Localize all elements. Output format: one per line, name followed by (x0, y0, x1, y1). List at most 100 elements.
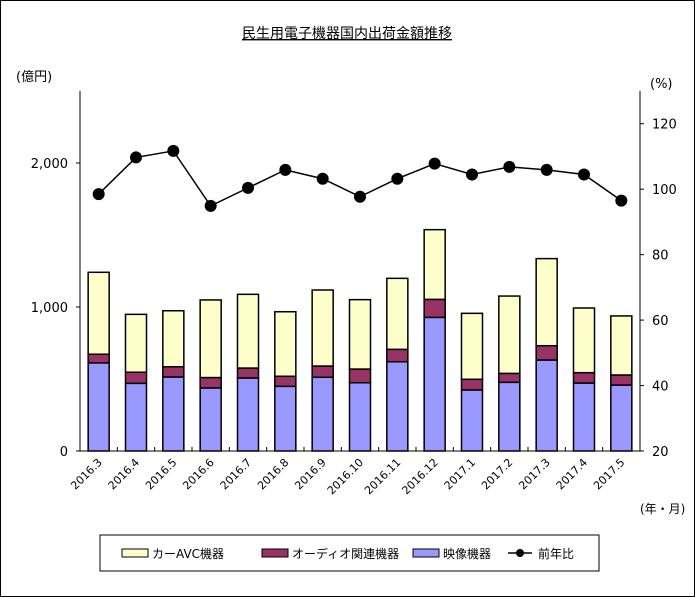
left-axis-label: (億円) (16, 69, 52, 85)
bar-audio (199, 376, 222, 389)
legend-swatch-icon (261, 548, 289, 558)
x-tick-label: 2017.5 (591, 456, 627, 492)
bar-video (498, 381, 521, 452)
bar-car-avc (87, 271, 110, 355)
legend: カーAVC機器 オーディオ関連機器 映像機器 前年比 (99, 534, 600, 572)
right-tick-label: 80 (652, 249, 669, 264)
bar-audio (535, 344, 558, 361)
bar-car-avc (311, 289, 334, 367)
yoy-point (503, 160, 516, 173)
bar-audio (423, 298, 446, 319)
bar-video (274, 385, 297, 452)
left-tick-label: 0 (60, 445, 68, 460)
bar-audio (460, 378, 484, 391)
right-tick-label: 100 (652, 183, 677, 198)
yoy-point (92, 188, 105, 201)
right-tick-label: 40 (652, 380, 669, 395)
bar-car-avc (199, 299, 222, 379)
legend-label: 前年比 (538, 546, 574, 561)
bar-audio (124, 371, 148, 385)
yoy-point (130, 151, 142, 164)
x-tick-label: 2017.1 (442, 456, 478, 492)
bar-video (460, 389, 484, 452)
x-tick-label: 2016.8 (255, 456, 291, 492)
bar-video (572, 382, 596, 452)
right-tick-label: 60 (652, 314, 669, 329)
bar-video (162, 376, 185, 452)
bar-audio (162, 366, 185, 378)
legend-label: オーディオ関連機器 (292, 546, 399, 561)
bar-car-avc (386, 277, 409, 351)
x-tick-label: 2016.3 (68, 456, 104, 492)
yoy-point (279, 163, 292, 176)
x-tick-label: 2017.4 (554, 456, 590, 492)
bar-car-avc (498, 295, 521, 375)
yoy-point (615, 194, 628, 207)
x-tick-label: 2016.10 (325, 456, 366, 497)
bar-audio (311, 365, 334, 379)
right-tick-label: 120 (652, 118, 677, 133)
x-tick-label: 2016.12 (399, 456, 440, 497)
bar-video (348, 381, 372, 452)
bar-car-avc (274, 311, 297, 378)
right-axis-label: (%) (650, 77, 673, 92)
legend-swatch-icon (121, 548, 149, 558)
bar-video (124, 382, 148, 452)
yoy-point (354, 190, 366, 203)
bar-audio (498, 372, 521, 384)
chart-title: 民生用電子機器国内出荷金額推移 (242, 26, 452, 42)
bar-audio (572, 371, 596, 384)
right-tick-label: 20 (652, 445, 669, 460)
bar-video (199, 387, 222, 452)
yoy-point (204, 199, 217, 212)
bar-car-avc (535, 257, 558, 347)
bar-car-avc (460, 312, 484, 381)
bar-video (87, 362, 110, 452)
bar-audio (274, 375, 297, 388)
legend-marker-icon (516, 549, 524, 557)
bar-car-avc (572, 307, 596, 374)
bar-video (423, 316, 446, 452)
yoy-line (92, 144, 628, 212)
bar-car-avc (423, 228, 446, 301)
bar-audio (236, 367, 260, 379)
yoy-point (242, 181, 254, 194)
yoy-point (428, 157, 441, 170)
x-tick-label: 2016.4 (106, 456, 142, 492)
yoy-point (167, 144, 180, 157)
x-tick-label: 2016.11 (362, 456, 403, 497)
x-tick-label: 2016.5 (143, 456, 179, 492)
yoy-point (391, 172, 404, 185)
bar-car-avc (610, 315, 633, 376)
yoy-point (578, 168, 590, 181)
bar-audio (348, 368, 372, 384)
bar-video (236, 377, 260, 452)
bar-video (311, 376, 334, 452)
yoy-point (540, 163, 553, 176)
x-tick-label: 2017.3 (516, 456, 552, 492)
x-tick-label: 2016.6 (180, 456, 216, 492)
bar-car-avc (162, 309, 185, 368)
yoy-point (316, 172, 329, 185)
bar-car-avc (124, 313, 148, 373)
yoy-point (466, 168, 478, 181)
bar-video (386, 360, 409, 452)
x-tick-label: 2016.9 (292, 456, 328, 492)
bar-audio (386, 348, 409, 363)
bars (87, 228, 633, 452)
legend-label: 映像機器 (443, 546, 491, 561)
x-axis-label: (年・月) (640, 502, 685, 516)
left-tick-label: 2,000 (31, 157, 68, 172)
legend-swatch-icon (412, 548, 440, 558)
bar-car-avc (348, 298, 372, 370)
x-tick-label: 2016.7 (218, 456, 254, 492)
bar-video (610, 384, 633, 452)
bar-video (535, 359, 558, 452)
bar-audio (87, 353, 110, 364)
left-tick-label: 1,000 (31, 301, 68, 316)
legend-label: カーAVC機器 (152, 546, 224, 561)
x-tick-label: 2017.2 (479, 456, 515, 492)
bar-car-avc (236, 293, 260, 369)
bar-audio (610, 374, 633, 386)
